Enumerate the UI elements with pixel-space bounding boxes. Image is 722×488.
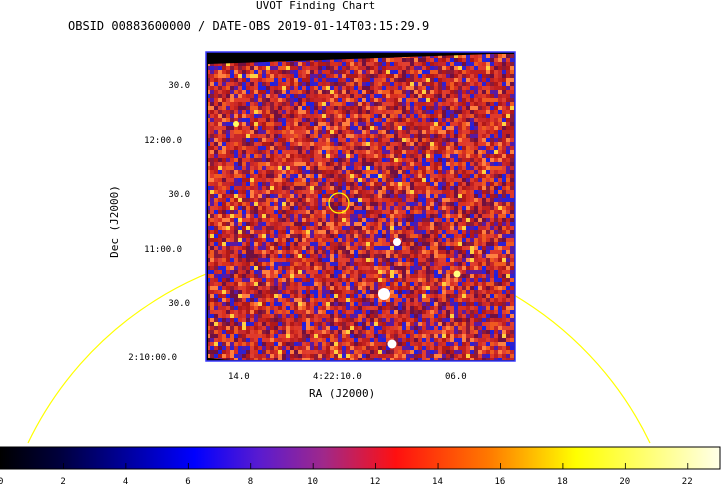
colorbar-tick-label: 16: [494, 477, 506, 487]
star: [233, 121, 239, 127]
sky-image: [208, 54, 514, 360]
x-tick-label: 4:22:10.0: [313, 372, 362, 382]
star: [453, 270, 461, 278]
colorbar-tick-label: 12: [369, 477, 381, 487]
colorbar-tick-marks: [0, 463, 689, 469]
colorbar-tick-label: 22: [681, 477, 693, 487]
colorbar-tick-label: 2: [60, 477, 66, 487]
colorbar-tick-label: 20: [619, 477, 631, 487]
colorbar-tick-label: 0: [0, 477, 4, 487]
colorbar-tick-label: 10: [307, 477, 319, 487]
y-tick-label: 2:10:00.0: [128, 353, 177, 363]
chart-title: UVOT Finding Chart: [256, 0, 376, 12]
colorbar-tick-label: 14: [432, 477, 443, 487]
colorbar-tick-label: 8: [247, 477, 254, 487]
y-tick-label: 30.0: [168, 190, 190, 200]
y-tick-label: 12:00.0: [144, 136, 182, 146]
x-axis-label: RA (J2000): [309, 387, 376, 400]
x-tick-label: 14.0: [228, 372, 250, 382]
target-circle: [328, 192, 350, 214]
chart-subtitle: OBSID 00883600000 / DATE-OBS 2019-01-14T…: [68, 19, 430, 33]
colorbar: [0, 446, 721, 470]
star: [378, 288, 390, 300]
y-tick-label: 30.0: [168, 81, 190, 91]
bright-sources: [233, 121, 461, 349]
y-axis-label: Dec (J2000): [107, 185, 121, 258]
star: [393, 238, 401, 246]
y-tick-label: 11:00.0: [144, 245, 182, 255]
x-tick-label: 06.0: [445, 372, 467, 382]
star: [387, 339, 397, 349]
colorbar-tick-label: 4: [122, 477, 129, 487]
image-frame: [205, 51, 516, 362]
colorbar-tick-label: 6: [185, 477, 191, 487]
colorbar-tick-label: 18: [556, 477, 568, 487]
y-tick-label: 30.0: [168, 299, 190, 309]
